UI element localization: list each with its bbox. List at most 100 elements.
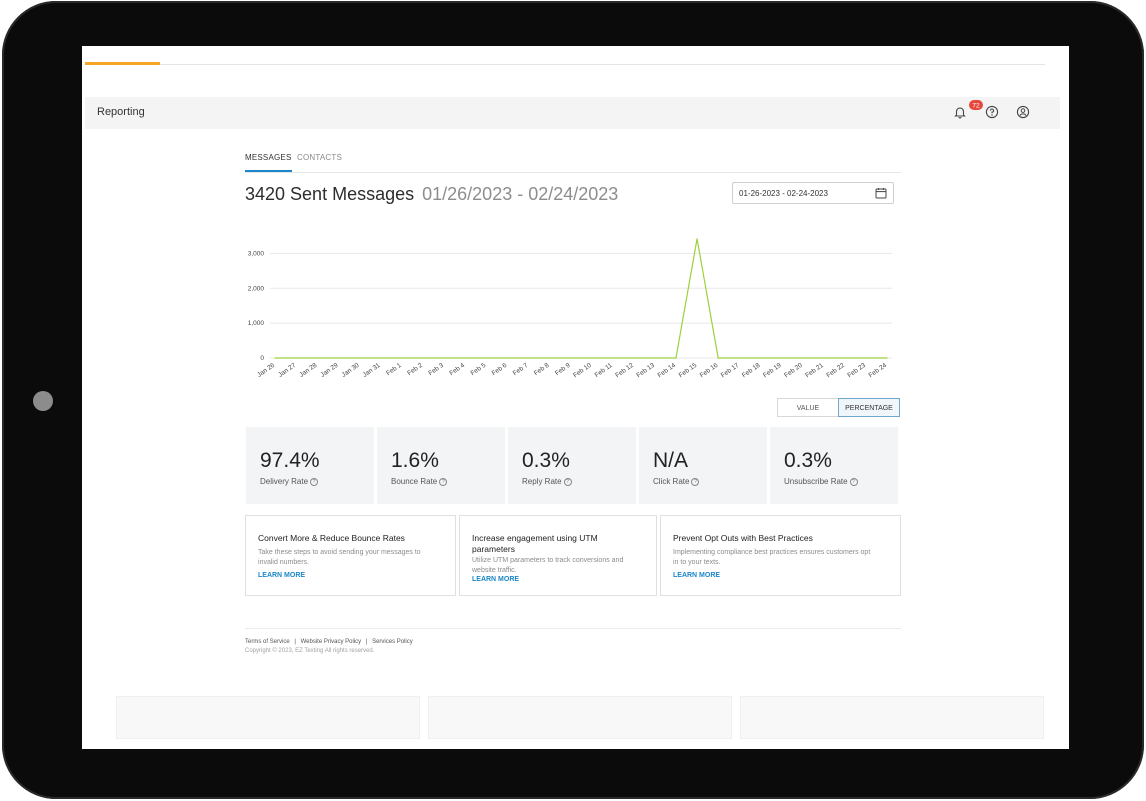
tip-card-desc: in to your texts. xyxy=(673,559,721,566)
data-point xyxy=(675,357,677,359)
y-tick-label: 3,000 xyxy=(248,250,265,257)
question-icon[interactable]: ? xyxy=(691,477,700,486)
x-tick-label: Feb 16 xyxy=(699,362,720,380)
services-policy-link[interactable]: Services Policy xyxy=(372,639,413,645)
background-panel xyxy=(116,696,420,739)
bounce-rate-label: Bounce Rate xyxy=(391,477,438,486)
page-header: Reporting xyxy=(85,97,1060,129)
tip-card-desc: Take these steps to avoid sending your m… xyxy=(258,549,421,556)
terms-link[interactable]: Terms of Service xyxy=(245,639,290,645)
x-tick-label: Feb 4 xyxy=(448,362,466,377)
click-rate-card: N/A Click Rate? xyxy=(639,427,767,504)
data-point xyxy=(590,357,593,359)
value-toggle[interactable]: VALUE xyxy=(777,398,838,417)
x-tick-label: Feb 19 xyxy=(762,362,783,380)
user-icon[interactable] xyxy=(1016,105,1030,119)
question-icon[interactable]: ? xyxy=(310,477,319,486)
data-point xyxy=(844,357,846,359)
reply-rate-value: 0.3% xyxy=(522,449,570,472)
y-tick-label: 2,000 xyxy=(248,285,265,292)
x-tick-label: Feb 1 xyxy=(385,362,403,377)
home-button xyxy=(33,391,53,411)
help-icon[interactable] xyxy=(985,105,999,119)
x-tick-label: Jan 30 xyxy=(341,362,361,379)
x-tick-label: Jan 27 xyxy=(277,362,297,379)
x-tick-label: Jan 29 xyxy=(319,362,339,379)
tip-card-desc: Implementing compliance best practices e… xyxy=(673,549,871,556)
report-tabs: MESSAGES CONTACTS xyxy=(245,153,901,173)
footer-separator: | xyxy=(365,639,368,645)
messages-line-chart: 0 1,000 2,000 3,000 Jan 26 Jan 27 Jan 28 Jan 29… xyxy=(248,238,892,380)
date-range-value: 01-26-2023 - 02-24-2023 xyxy=(739,189,828,198)
unsubscribe-rate-label: Unsubscribe Rate xyxy=(784,477,848,486)
data-point xyxy=(358,357,361,359)
summary-heading: 3420 Sent Messages 01/26/2023 - 02/24/202… xyxy=(245,184,618,205)
x-tick-label: Feb 14 xyxy=(657,362,678,380)
data-point xyxy=(823,357,825,359)
x-tick-label: Feb 21 xyxy=(804,362,825,380)
x-tick-label: Jan 31 xyxy=(362,362,382,379)
data-point xyxy=(337,357,339,359)
date-range-picker[interactable]: 01-26-2023 - 02-24-2023 xyxy=(732,182,894,204)
delivery-rate-label: Delivery Rate xyxy=(260,477,309,486)
data-point xyxy=(422,357,424,359)
delivery-rate-value: 97.4% xyxy=(260,449,320,472)
data-point xyxy=(527,357,529,359)
x-tick-label: Feb 9 xyxy=(554,362,572,377)
question-icon[interactable]: ? xyxy=(849,477,858,486)
privacy-link[interactable]: Website Privacy Policy xyxy=(300,639,362,645)
calendar-icon[interactable] xyxy=(875,187,887,201)
background-panel xyxy=(740,696,1044,739)
footer-links: Terms of Service | Website Privacy Polic… xyxy=(245,639,413,645)
x-tick-label: Feb 24 xyxy=(868,362,889,380)
app-screen: Reporting MESSAGES CONTACTS 3420 Sent Me… xyxy=(82,46,1069,749)
reply-rate-label: Reply Rate xyxy=(522,477,562,486)
notification-badge: 72 xyxy=(969,100,983,110)
bell-icon[interactable] xyxy=(953,105,967,119)
data-point xyxy=(274,357,276,359)
bounce-rate-value: 1.6% xyxy=(391,449,439,472)
tab-contacts[interactable]: CONTACTS xyxy=(297,153,343,162)
percentage-toggle[interactable]: PERCENTAGE xyxy=(838,398,900,417)
data-point xyxy=(485,357,487,359)
date-range-text: 01/26/2023 - 02/24/2023 xyxy=(422,184,619,204)
series-line xyxy=(275,238,887,359)
data-point xyxy=(401,357,403,359)
x-tick-label: Jan 28 xyxy=(298,362,318,379)
copyright-text: Copyright © 2023, EZ Texting All rights … xyxy=(245,648,375,654)
data-point xyxy=(738,357,740,359)
question-icon[interactable]: ? xyxy=(563,477,572,486)
data-point xyxy=(548,357,550,359)
tip-card-opt-outs[interactable]: Prevent Opt Outs with Best Practices Imp… xyxy=(660,515,901,596)
learn-more-link[interactable]: LEARN MORE xyxy=(472,576,520,583)
data-point xyxy=(316,357,318,359)
data-point xyxy=(612,357,614,359)
x-tick-label: Feb 5 xyxy=(470,362,488,377)
learn-more-link[interactable]: LEARN MORE xyxy=(258,572,306,579)
tip-card-title: Prevent Opt Outs with Best Practices xyxy=(673,533,813,543)
x-tick-label: Feb 7 xyxy=(512,362,530,377)
tip-card-title: parameters xyxy=(472,544,515,554)
learn-more-link[interactable]: LEARN MORE xyxy=(673,572,721,579)
data-point xyxy=(633,357,635,359)
footer-divider xyxy=(245,628,901,629)
y-tick-label: 1,000 xyxy=(248,320,265,327)
tip-card-bounce[interactable]: Convert More & Reduce Bounce Rates Take … xyxy=(245,515,456,596)
x-tick-label: Feb 20 xyxy=(783,362,804,380)
question-icon[interactable]: ? xyxy=(439,477,448,486)
tip-card-title: Increase engagement using UTM xyxy=(472,533,598,543)
x-tick-label: Jan 26 xyxy=(256,362,276,379)
x-tick-label: Feb 17 xyxy=(720,362,741,380)
data-point xyxy=(717,357,719,359)
top-nav-line xyxy=(85,64,1045,65)
delivery-rate-card: 97.4% Delivery Rate? xyxy=(246,427,374,504)
active-nav-indicator xyxy=(85,62,160,65)
x-tick-label: Feb 2 xyxy=(406,362,424,377)
click-rate-value: N/A xyxy=(653,449,689,472)
x-tick-label: Feb 13 xyxy=(635,362,656,380)
data-point xyxy=(506,357,508,359)
tab-messages[interactable]: MESSAGES xyxy=(245,153,292,172)
tip-card-utm[interactable]: Increase engagement using UTM parameters… xyxy=(459,515,657,596)
x-tick-label: Feb 3 xyxy=(427,362,445,377)
bounce-rate-card: 1.6% Bounce Rate? xyxy=(377,427,505,504)
